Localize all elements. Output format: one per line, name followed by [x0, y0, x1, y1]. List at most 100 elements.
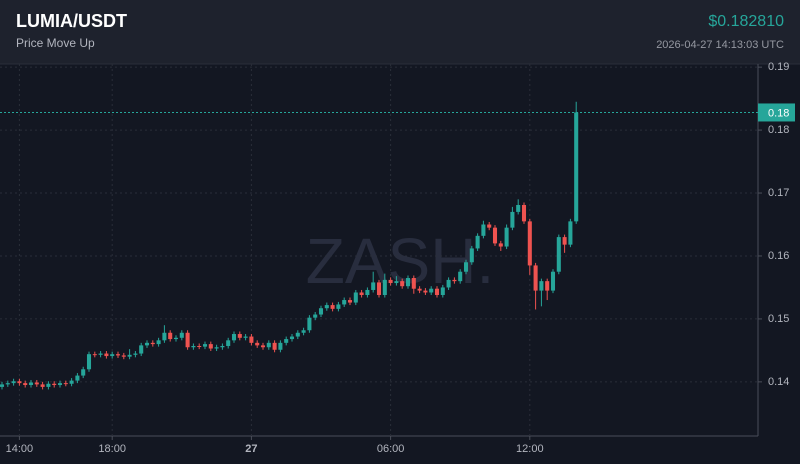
candle-body: [313, 314, 318, 318]
timestamp: 2026-04-27 14:13:03 UTC: [656, 39, 784, 51]
candle-body: [5, 383, 10, 385]
current-price: $0.182810: [708, 13, 784, 30]
candle-body: [295, 332, 300, 337]
watermark: ZASH.: [306, 225, 494, 297]
candle-body: [498, 243, 503, 247]
candle-body: [185, 332, 190, 348]
x-tick-label: 14:00: [6, 443, 34, 455]
candle-body: [492, 227, 498, 244]
candle-body: [226, 340, 231, 346]
candle-body: [0, 384, 5, 387]
header-background: [0, 0, 800, 64]
candle-body: [545, 281, 550, 291]
y-tick-label: 0.17: [768, 187, 789, 199]
candle-body: [98, 353, 103, 355]
candle-body: [168, 332, 173, 340]
candle-body: [81, 369, 86, 376]
candle-body: [394, 281, 399, 284]
y-tick-label: 0.16: [768, 250, 789, 262]
y-tick-label: 0.15: [768, 313, 789, 325]
x-tick-label: 06:00: [377, 443, 405, 455]
candle-body: [179, 332, 184, 338]
candle-body: [249, 336, 254, 343]
candle-body: [162, 332, 167, 341]
chart-subtitle: Price Move Up: [16, 36, 95, 50]
candle-body: [440, 287, 445, 296]
candle-body: [75, 375, 80, 381]
candle-body: [278, 342, 283, 350]
candle-body: [516, 204, 521, 212]
last-price-tag: [758, 103, 795, 122]
candle-body: [86, 354, 92, 370]
candle-body: [446, 279, 451, 288]
x-tick-label: 18:00: [98, 443, 126, 455]
candle-body: [197, 345, 202, 347]
candle-body: [301, 330, 306, 333]
candle-body: [365, 289, 370, 296]
y-tick-label: 0.14: [768, 376, 789, 388]
candle-body: [568, 221, 573, 245]
last-price-label: 0.18: [768, 107, 789, 119]
candle-body: [220, 345, 225, 348]
candle-body: [388, 279, 393, 284]
candle-body: [34, 382, 39, 385]
candle-body: [243, 336, 248, 338]
candle-body: [63, 383, 68, 385]
candle-body: [330, 305, 335, 309]
candle-body: [231, 334, 237, 341]
candle-body: [115, 354, 121, 356]
candle-body: [284, 339, 289, 343]
candle-body: [307, 317, 312, 331]
candle-body: [411, 278, 416, 289]
candle-body: [429, 288, 434, 293]
candle-body: [521, 204, 527, 222]
candle-body: [533, 265, 538, 291]
candle-body: [550, 271, 556, 291]
candle-body: [139, 345, 144, 354]
candle-body: [481, 224, 486, 236]
y-tick-label: 0.18: [768, 124, 789, 136]
candle-body: [458, 271, 463, 282]
candle-body: [562, 237, 567, 245]
candle-body: [475, 235, 480, 249]
candle-body: [17, 381, 22, 384]
candle-body: [405, 278, 411, 287]
candle-body: [574, 112, 579, 222]
candle-body: [255, 342, 260, 346]
candle-body: [336, 304, 341, 309]
candle-body: [359, 292, 364, 296]
candle-body: [202, 344, 208, 347]
chart-title: LUMIA/USDT: [16, 11, 127, 31]
candle-body: [23, 383, 28, 386]
candle-body: [423, 290, 428, 293]
x-tick-label: 12:00: [516, 443, 544, 455]
candle-body: [144, 342, 150, 346]
candle-body: [208, 344, 213, 349]
candle-body: [266, 342, 271, 348]
candle-body: [289, 336, 295, 340]
candle-body: [347, 300, 353, 303]
x-tick-label: 27: [245, 443, 257, 455]
candle-body: [104, 353, 109, 357]
candle-body: [371, 282, 376, 290]
candle-body: [121, 355, 126, 357]
candle-body: [434, 288, 440, 296]
candle-body: [324, 305, 329, 309]
candle-body: [417, 288, 422, 291]
candle-body: [463, 262, 469, 272]
candle-body: [400, 281, 405, 287]
candle-body: [487, 224, 492, 228]
y-tick-label: 0.19: [768, 61, 789, 73]
candle-body: [527, 221, 532, 266]
candle-body: [214, 347, 219, 349]
candle-body: [539, 281, 544, 291]
candle-body: [191, 345, 196, 348]
candle-body: [110, 354, 115, 357]
candle-body: [318, 308, 324, 315]
candle-body: [260, 345, 266, 348]
candle-body: [133, 353, 138, 355]
candle-body: [452, 279, 457, 282]
candle-body: [469, 248, 474, 263]
candle-body: [342, 300, 347, 305]
